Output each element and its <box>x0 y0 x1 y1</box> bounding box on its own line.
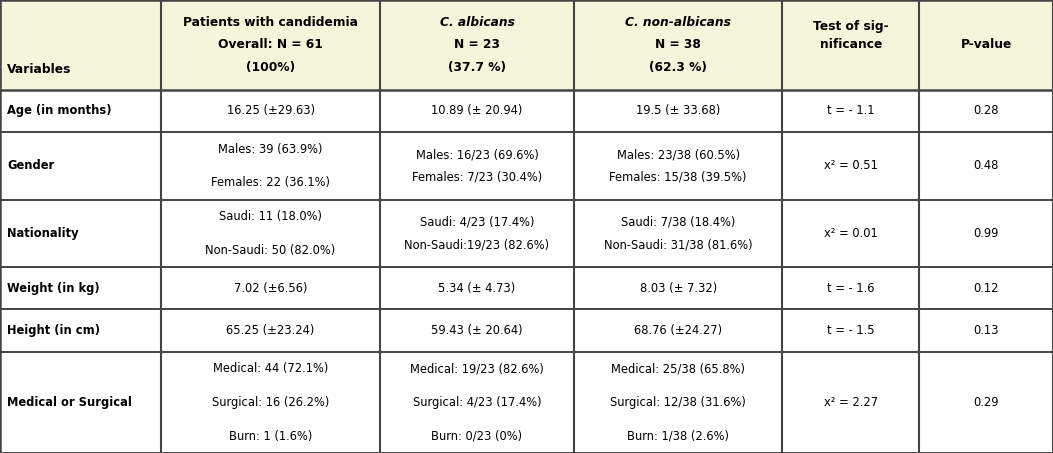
Text: 10.89 (± 20.94): 10.89 (± 20.94) <box>432 105 522 117</box>
Text: Patients with candidemia: Patients with candidemia <box>183 16 358 29</box>
Text: Variables: Variables <box>7 63 72 76</box>
Text: Surgical: 12/38 (31.6%): Surgical: 12/38 (31.6%) <box>610 396 747 409</box>
Text: 0.12: 0.12 <box>973 282 999 295</box>
Text: Overall: N = 61: Overall: N = 61 <box>218 39 323 51</box>
Text: 0.99: 0.99 <box>973 227 999 240</box>
Text: Saudi: 7/38 (18.4%): Saudi: 7/38 (18.4%) <box>621 216 735 229</box>
Text: 19.5 (± 33.68): 19.5 (± 33.68) <box>636 105 720 117</box>
Text: t = - 1.5: t = - 1.5 <box>827 324 875 337</box>
Text: 16.25 (±29.63): 16.25 (±29.63) <box>226 105 315 117</box>
Text: x² = 0.01: x² = 0.01 <box>823 227 878 240</box>
Text: Burn: 1/38 (2.6%): Burn: 1/38 (2.6%) <box>628 429 729 443</box>
Text: N = 23: N = 23 <box>454 39 500 51</box>
Text: Burn: 0/23 (0%): Burn: 0/23 (0%) <box>432 429 522 443</box>
Text: Females: 15/38 (39.5%): Females: 15/38 (39.5%) <box>610 171 747 183</box>
Text: Height (in cm): Height (in cm) <box>7 324 100 337</box>
Text: 0.48: 0.48 <box>973 159 999 173</box>
Text: 8.03 (± 7.32): 8.03 (± 7.32) <box>639 282 717 295</box>
Text: Test of sig-: Test of sig- <box>813 20 889 34</box>
Text: 59.43 (± 20.64): 59.43 (± 20.64) <box>431 324 523 337</box>
Text: Medical: 25/38 (65.8%): Medical: 25/38 (65.8%) <box>611 362 746 375</box>
Text: 5.34 (± 4.73): 5.34 (± 4.73) <box>438 282 516 295</box>
Text: Surgical: 4/23 (17.4%): Surgical: 4/23 (17.4%) <box>413 396 541 409</box>
Text: 7.02 (±6.56): 7.02 (±6.56) <box>234 282 307 295</box>
Text: Gender: Gender <box>7 159 55 173</box>
Text: x² = 0.51: x² = 0.51 <box>823 159 878 173</box>
Text: 0.28: 0.28 <box>973 105 999 117</box>
Text: nificance: nificance <box>819 39 882 51</box>
Text: Nationality: Nationality <box>7 227 79 240</box>
Text: N = 38: N = 38 <box>655 39 701 51</box>
Text: Males: 16/23 (69.6%): Males: 16/23 (69.6%) <box>416 148 538 161</box>
Text: Females: 7/23 (30.4%): Females: 7/23 (30.4%) <box>412 171 542 183</box>
Text: (62.3 %): (62.3 %) <box>650 61 707 74</box>
Text: Surgical: 16 (26.2%): Surgical: 16 (26.2%) <box>212 396 330 409</box>
Text: P-value: P-value <box>960 39 1012 51</box>
Text: C. non-albicans: C. non-albicans <box>625 16 731 29</box>
Text: Medical: 44 (72.1%): Medical: 44 (72.1%) <box>213 362 329 375</box>
Text: Age (in months): Age (in months) <box>7 105 112 117</box>
Text: t = - 1.1: t = - 1.1 <box>827 105 875 117</box>
Text: Medical or Surgical: Medical or Surgical <box>7 396 133 409</box>
Text: 65.25 (±23.24): 65.25 (±23.24) <box>226 324 315 337</box>
Text: 68.76 (±24.27): 68.76 (±24.27) <box>634 324 722 337</box>
Bar <box>0 0 1053 90</box>
Text: Saudi: 4/23 (17.4%): Saudi: 4/23 (17.4%) <box>420 216 534 229</box>
Text: Burn: 1 (1.6%): Burn: 1 (1.6%) <box>229 429 313 443</box>
Text: Non-Saudi: 50 (82.0%): Non-Saudi: 50 (82.0%) <box>205 244 336 257</box>
Text: 0.29: 0.29 <box>973 396 999 409</box>
Text: Females: 22 (36.1%): Females: 22 (36.1%) <box>211 176 331 189</box>
Text: (37.7 %): (37.7 %) <box>448 61 506 74</box>
Text: Non-Saudi: 31/38 (81.6%): Non-Saudi: 31/38 (81.6%) <box>603 238 753 251</box>
Text: Saudi: 11 (18.0%): Saudi: 11 (18.0%) <box>219 210 322 223</box>
Text: Non-Saudi:19/23 (82.6%): Non-Saudi:19/23 (82.6%) <box>404 238 550 251</box>
Text: C. albicans: C. albicans <box>439 16 515 29</box>
Text: Weight (in kg): Weight (in kg) <box>7 282 100 295</box>
Text: x² = 2.27: x² = 2.27 <box>823 396 878 409</box>
Text: Medical: 19/23 (82.6%): Medical: 19/23 (82.6%) <box>410 362 544 375</box>
Text: Males: 39 (63.9%): Males: 39 (63.9%) <box>218 143 323 155</box>
Text: Males: 23/38 (60.5%): Males: 23/38 (60.5%) <box>617 148 739 161</box>
Text: t = - 1.6: t = - 1.6 <box>827 282 875 295</box>
Text: 0.13: 0.13 <box>973 324 999 337</box>
Text: (100%): (100%) <box>246 61 295 74</box>
